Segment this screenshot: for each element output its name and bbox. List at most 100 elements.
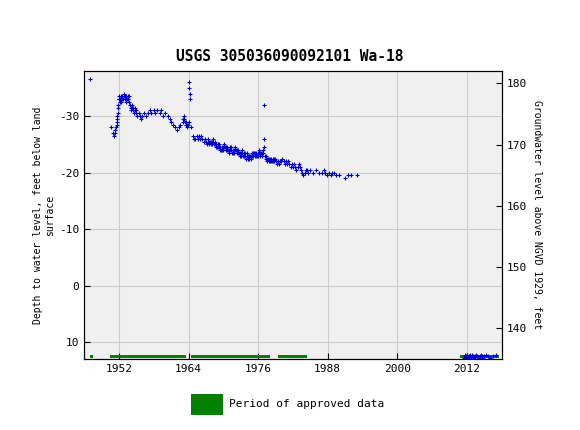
Point: [158, 113, 168, 120]
Point: [218, 144, 227, 150]
Point: [186, 96, 195, 103]
Point: [206, 141, 215, 148]
Point: [122, 96, 132, 103]
Point: [335, 172, 344, 179]
Point: [179, 116, 188, 123]
Point: [241, 155, 251, 162]
Point: [237, 149, 246, 156]
Bar: [460, 354, 499, 358]
Point: [143, 110, 153, 117]
Point: [269, 155, 278, 162]
Point: [147, 110, 156, 117]
Point: [234, 147, 243, 154]
Point: [239, 149, 248, 156]
Point: [223, 144, 232, 150]
Point: [107, 124, 116, 131]
Point: [225, 144, 234, 150]
Point: [125, 101, 135, 108]
Point: [289, 161, 299, 168]
Point: [462, 353, 472, 359]
Point: [352, 172, 361, 179]
Point: [273, 158, 282, 165]
Point: [267, 158, 277, 165]
Point: [270, 158, 279, 165]
Point: [172, 127, 182, 134]
Point: [491, 352, 501, 359]
Point: [122, 98, 131, 105]
Point: [247, 149, 256, 156]
Point: [256, 152, 265, 159]
Point: [252, 152, 262, 159]
Point: [279, 158, 288, 165]
Point: [311, 166, 321, 173]
Point: [213, 144, 223, 150]
Point: [291, 163, 300, 170]
Point: [463, 353, 473, 360]
Point: [301, 166, 310, 173]
Bar: [110, 354, 186, 358]
Point: [249, 149, 259, 156]
Point: [135, 113, 144, 120]
Point: [229, 147, 238, 154]
Point: [319, 166, 328, 173]
Point: [243, 152, 252, 159]
Point: [211, 144, 220, 150]
Point: [208, 138, 217, 145]
Point: [128, 104, 137, 111]
Point: [257, 152, 266, 159]
Point: [126, 107, 136, 114]
Point: [264, 158, 273, 165]
Point: [134, 110, 143, 117]
Point: [108, 130, 118, 137]
Point: [115, 93, 124, 100]
Point: [233, 147, 242, 154]
Point: [228, 147, 237, 154]
Point: [176, 121, 185, 128]
Point: [483, 353, 492, 359]
Point: [214, 141, 223, 148]
Point: [460, 353, 469, 359]
Point: [137, 113, 147, 120]
Point: [128, 101, 137, 108]
Point: [314, 169, 324, 176]
Point: [255, 147, 264, 154]
Point: [235, 149, 245, 156]
Point: [485, 354, 495, 361]
Point: [113, 116, 122, 123]
Point: [466, 353, 475, 359]
Point: [121, 93, 130, 100]
Point: [205, 138, 215, 145]
Point: [244, 155, 253, 162]
Point: [259, 149, 268, 156]
Point: [253, 149, 262, 156]
Point: [292, 166, 301, 173]
Point: [218, 147, 227, 154]
Point: [202, 141, 212, 148]
Point: [244, 152, 253, 159]
Point: [188, 132, 198, 139]
Point: [262, 155, 271, 162]
Point: [227, 149, 237, 156]
Point: [123, 93, 132, 100]
Point: [324, 169, 334, 176]
Point: [130, 107, 139, 114]
Point: [260, 135, 269, 142]
Point: [113, 118, 122, 125]
Point: [274, 161, 284, 168]
Y-axis label: Depth to water level, feet below land
surface: Depth to water level, feet below land su…: [33, 106, 55, 324]
Point: [211, 141, 220, 148]
Point: [118, 96, 128, 103]
Point: [127, 104, 136, 111]
Bar: [191, 354, 270, 358]
Point: [240, 152, 249, 159]
Point: [245, 155, 254, 162]
Point: [328, 169, 337, 176]
Point: [201, 138, 211, 145]
Point: [220, 144, 230, 150]
Point: [461, 352, 470, 359]
Point: [111, 124, 121, 131]
Point: [246, 155, 255, 162]
Point: [230, 147, 240, 154]
Point: [309, 169, 318, 176]
Point: [113, 110, 122, 117]
